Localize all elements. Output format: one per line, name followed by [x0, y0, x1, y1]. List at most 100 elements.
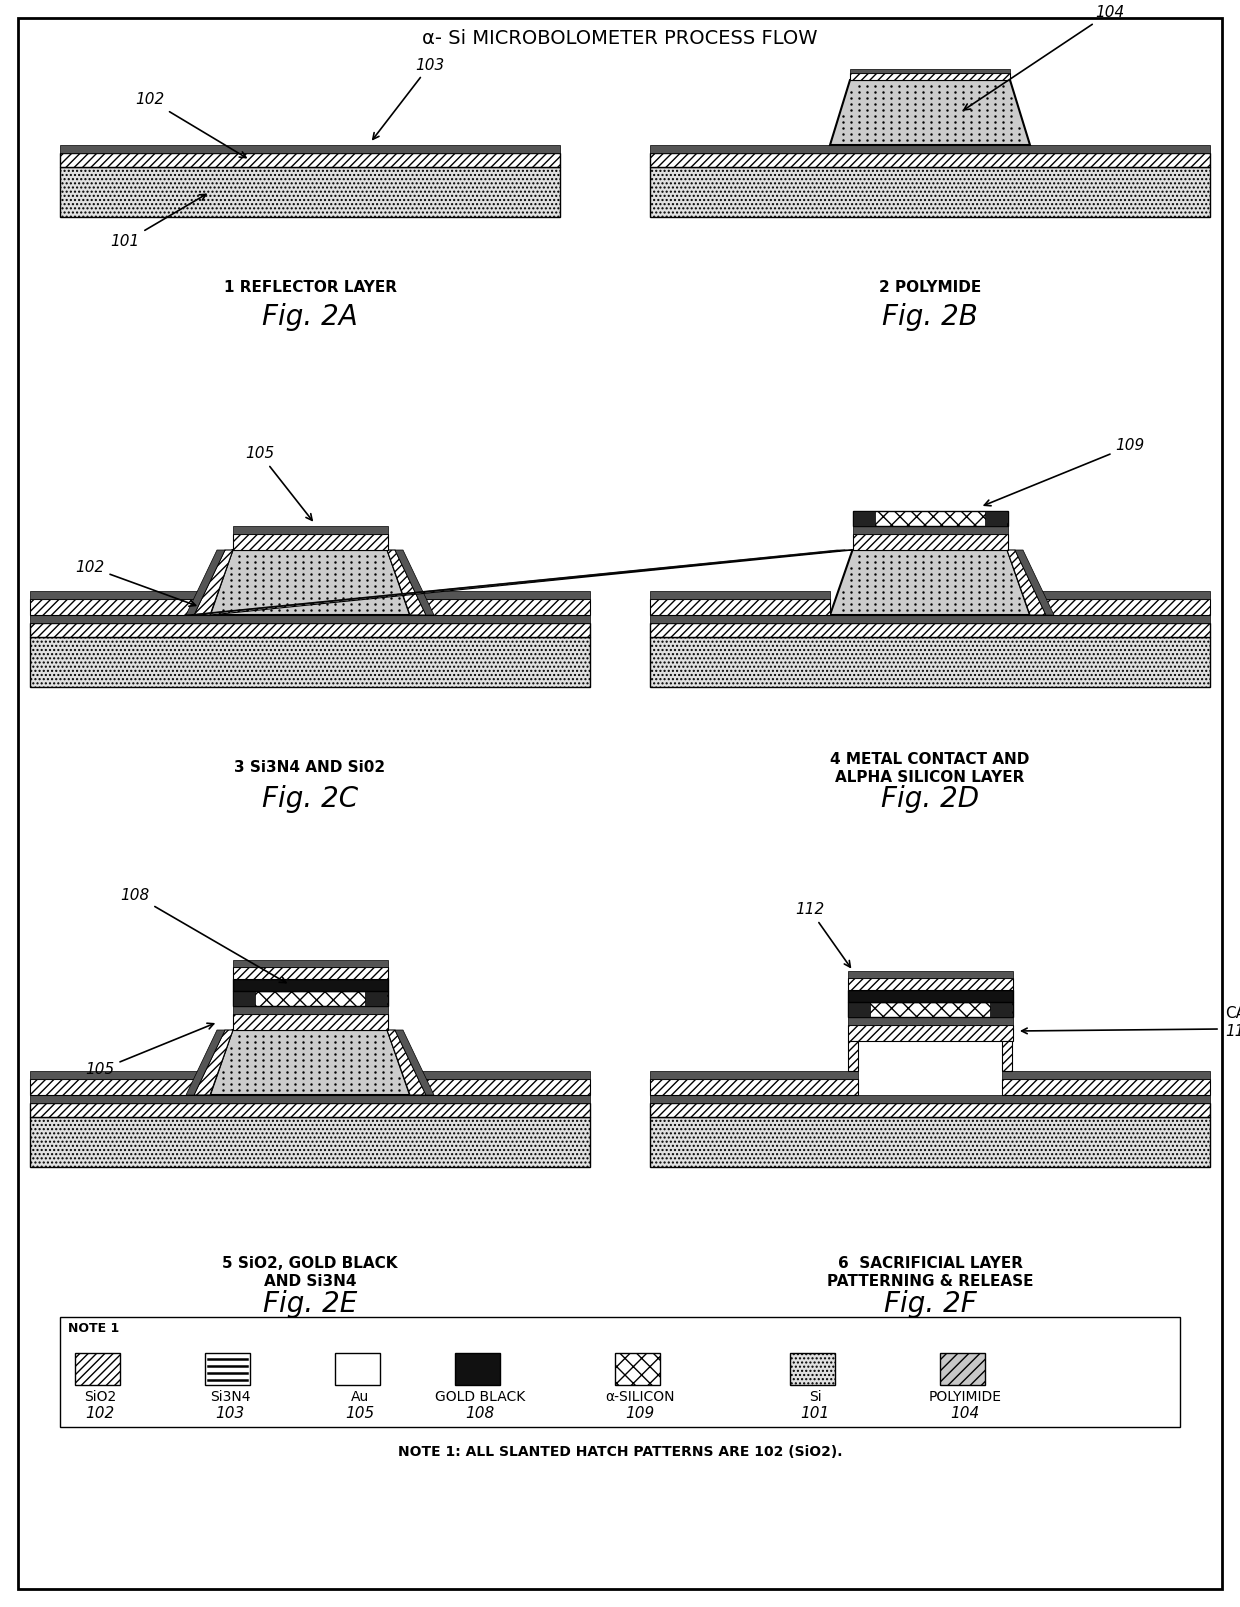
- Text: 102: 102: [86, 1406, 114, 1422]
- Bar: [615, 1353, 660, 1385]
- Text: ALPHA SILICON LAYER: ALPHA SILICON LAYER: [836, 770, 1024, 784]
- Bar: [650, 167, 1210, 217]
- Polygon shape: [830, 550, 1030, 615]
- Text: 103: 103: [373, 58, 445, 140]
- Polygon shape: [193, 550, 233, 615]
- Bar: [30, 624, 590, 636]
- Text: Fig. 2A: Fig. 2A: [262, 304, 358, 331]
- Bar: [205, 1353, 250, 1385]
- Bar: [848, 990, 1013, 1003]
- Polygon shape: [1016, 550, 1054, 615]
- Bar: [985, 511, 1007, 525]
- Bar: [30, 1094, 590, 1102]
- Bar: [849, 72, 1011, 80]
- Text: 5 SiO2, GOLD BLACK: 5 SiO2, GOLD BLACK: [222, 1257, 398, 1271]
- Text: 112: 112: [795, 903, 851, 967]
- Bar: [650, 615, 1210, 624]
- Text: 105: 105: [246, 447, 312, 521]
- Bar: [30, 591, 210, 599]
- Bar: [60, 145, 560, 153]
- Text: Fig. 2F: Fig. 2F: [884, 1290, 976, 1318]
- Text: 101: 101: [110, 194, 206, 249]
- Bar: [650, 1078, 858, 1094]
- Text: NOTE 1: NOTE 1: [68, 1323, 119, 1335]
- Bar: [410, 591, 590, 599]
- Bar: [233, 992, 255, 1006]
- Text: 2 POLYMIDE: 2 POLYMIDE: [879, 280, 981, 294]
- Text: 4 METAL CONTACT AND: 4 METAL CONTACT AND: [831, 752, 1029, 767]
- Text: 6  SACRIFICIAL LAYER: 6 SACRIFICIAL LAYER: [837, 1257, 1023, 1271]
- Bar: [30, 1070, 210, 1078]
- Bar: [233, 967, 388, 979]
- Polygon shape: [396, 550, 434, 615]
- Text: CAVITY: CAVITY: [1225, 1006, 1240, 1020]
- Bar: [650, 1117, 1210, 1167]
- Polygon shape: [1007, 550, 1047, 615]
- Bar: [650, 624, 1210, 636]
- Polygon shape: [193, 1030, 233, 1094]
- Bar: [650, 1070, 858, 1078]
- Text: Fig. 2E: Fig. 2E: [263, 1290, 357, 1318]
- Bar: [849, 69, 1011, 72]
- Polygon shape: [387, 550, 427, 615]
- Bar: [650, 1094, 1210, 1102]
- Text: Fig. 2B: Fig. 2B: [882, 304, 978, 331]
- Bar: [848, 1017, 1013, 1025]
- Bar: [650, 591, 830, 599]
- Text: 102: 102: [76, 559, 196, 606]
- Text: POLYIMIDE: POLYIMIDE: [929, 1390, 1002, 1405]
- Bar: [848, 1003, 1013, 1017]
- Bar: [848, 971, 1013, 979]
- Text: 109: 109: [625, 1406, 655, 1422]
- Bar: [233, 979, 388, 992]
- Bar: [650, 153, 1210, 167]
- Text: Au: Au: [351, 1390, 370, 1405]
- Text: PATTERNING & RELEASE: PATTERNING & RELEASE: [827, 1274, 1033, 1289]
- Polygon shape: [387, 1030, 427, 1094]
- Polygon shape: [193, 550, 853, 615]
- Bar: [848, 979, 1013, 990]
- Bar: [335, 1353, 379, 1385]
- Bar: [30, 1078, 210, 1094]
- Bar: [1030, 599, 1210, 615]
- Polygon shape: [210, 1030, 410, 1094]
- Bar: [233, 525, 388, 534]
- Text: 109: 109: [985, 439, 1145, 506]
- Bar: [853, 525, 1008, 534]
- Text: 105: 105: [346, 1406, 374, 1422]
- Polygon shape: [186, 550, 224, 615]
- Bar: [790, 1353, 835, 1385]
- Text: Si3N4: Si3N4: [210, 1390, 250, 1405]
- Bar: [410, 1078, 590, 1094]
- Bar: [650, 636, 1210, 688]
- Polygon shape: [186, 1030, 224, 1094]
- Polygon shape: [186, 550, 844, 615]
- Text: 102: 102: [135, 93, 246, 157]
- Text: α- Si MICROBOLOMETER PROCESS FLOW: α- Si MICROBOLOMETER PROCESS FLOW: [423, 29, 817, 48]
- Text: Fig. 2D: Fig. 2D: [880, 784, 980, 813]
- Bar: [410, 599, 590, 615]
- Bar: [650, 1102, 1210, 1117]
- Bar: [650, 145, 1210, 153]
- Text: 103: 103: [216, 1406, 244, 1422]
- Text: 104: 104: [963, 5, 1125, 109]
- Text: Si: Si: [808, 1390, 821, 1405]
- Text: 105: 105: [86, 1024, 213, 1078]
- Text: 1 REFLECTOR LAYER: 1 REFLECTOR LAYER: [223, 280, 397, 294]
- Text: α-SILICON: α-SILICON: [605, 1390, 675, 1405]
- Bar: [848, 1025, 1013, 1041]
- Text: 104: 104: [950, 1406, 980, 1422]
- Bar: [853, 534, 1008, 550]
- Bar: [650, 599, 830, 615]
- Bar: [410, 1070, 590, 1078]
- Bar: [853, 511, 1008, 525]
- Text: 101: 101: [800, 1406, 830, 1422]
- Bar: [1030, 591, 1210, 599]
- Text: NOTE 1: ALL SLANTED HATCH PATTERNS ARE 102 (SiO2).: NOTE 1: ALL SLANTED HATCH PATTERNS ARE 1…: [398, 1445, 842, 1459]
- Text: SiO2: SiO2: [84, 1390, 117, 1405]
- Bar: [233, 1014, 388, 1030]
- Bar: [848, 1041, 858, 1070]
- Bar: [233, 959, 388, 967]
- Bar: [1002, 1070, 1210, 1078]
- Bar: [233, 1006, 388, 1014]
